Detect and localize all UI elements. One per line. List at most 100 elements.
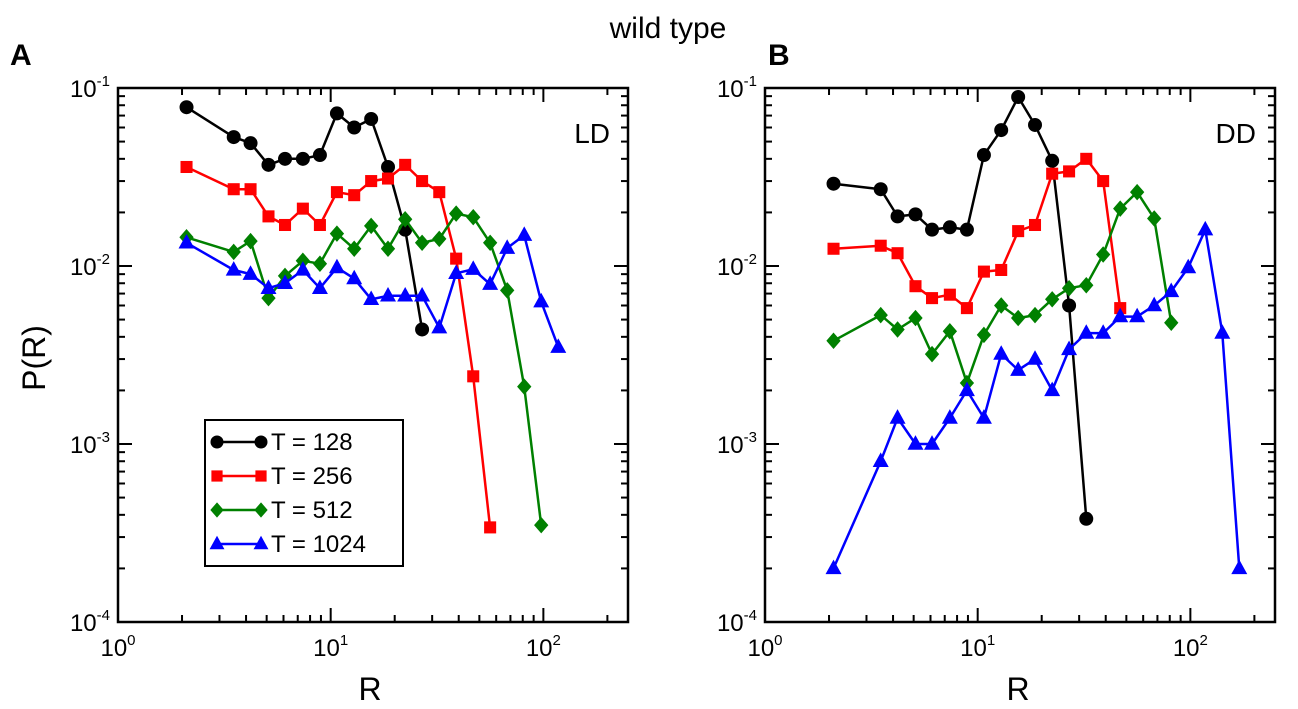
data-point (399, 158, 412, 171)
data-point (1147, 210, 1162, 227)
data-point (1045, 291, 1060, 308)
data-point (482, 275, 499, 290)
data-point (381, 159, 396, 174)
data-point (466, 208, 481, 226)
panel-a-x-axis-title: R (358, 671, 381, 707)
data-point (431, 318, 448, 334)
data-point (993, 345, 1010, 360)
data-point (1011, 90, 1026, 105)
data-point (1129, 183, 1145, 201)
figure-title: wild type (609, 12, 727, 45)
data-point (942, 220, 957, 235)
panel-b-x-tick-label: 101 (960, 632, 995, 662)
data-point (311, 279, 328, 294)
data-point (364, 217, 379, 235)
data-point (517, 378, 532, 395)
panel-b-y-tick-label: 10-2 (717, 251, 757, 281)
data-point (346, 269, 363, 285)
data-point (1163, 282, 1180, 298)
panel-a-x-tick-label: 100 (100, 632, 135, 662)
panel-a-y-tick-label: 10-3 (70, 429, 110, 459)
data-point (448, 205, 464, 222)
data-point (1164, 314, 1179, 331)
data-point (534, 516, 549, 534)
panel-a-series-4 (178, 226, 567, 353)
legend-item: T = 128 (210, 429, 353, 456)
data-point (364, 111, 379, 126)
data-point (295, 151, 310, 166)
data-point (227, 183, 240, 196)
data-point (1011, 309, 1026, 327)
data-point (244, 183, 257, 196)
data-point (1028, 218, 1042, 232)
y-axis-title: P(R) (16, 325, 52, 391)
data-point (1231, 559, 1248, 575)
data-point (1113, 200, 1128, 217)
legend: T = 128 T = 256 T = 512 T = 1024 (204, 419, 404, 567)
data-point (312, 148, 327, 163)
data-point (348, 189, 361, 202)
panel-a-y-tick-label: 10-1 (70, 73, 110, 103)
data-point (1027, 306, 1043, 324)
data-point (1027, 350, 1043, 365)
legend-label: T = 1024 (271, 531, 366, 558)
data-point (959, 222, 974, 237)
data-point (1045, 153, 1060, 168)
panel-b-frame (763, 86, 1277, 624)
legend-label: T = 128 (271, 429, 353, 456)
legend-item: T = 256 (211, 463, 353, 490)
panel-b-y-ticks (765, 87, 1275, 623)
panel-b-x-axis-title: R (1006, 671, 1029, 707)
data-point (226, 243, 241, 261)
data-point (925, 222, 940, 237)
data-point (924, 435, 941, 450)
data-point (329, 106, 344, 121)
legend-label: T = 256 (271, 463, 353, 490)
data-point (975, 409, 992, 424)
data-point (397, 286, 414, 302)
data-point (467, 370, 480, 383)
legend-item: T = 512 (210, 497, 353, 524)
data-point (380, 286, 396, 302)
data-point (179, 100, 194, 115)
data-point (958, 381, 975, 397)
data-point (1112, 307, 1129, 323)
data-point (415, 322, 430, 337)
data-point (924, 345, 940, 363)
data-point (416, 175, 429, 188)
panel-a-y-tick-label: 10-4 (70, 607, 110, 637)
data-point (1097, 175, 1110, 188)
data-point (890, 209, 905, 224)
data-point (347, 240, 362, 257)
panel-b-x-ticks (764, 88, 1256, 622)
data-point (1095, 324, 1112, 339)
data-point (482, 234, 498, 252)
panel-a-x-tick-label: 102 (526, 632, 561, 662)
data-point (994, 123, 1009, 138)
panel-a-series-1 (179, 100, 430, 337)
panel-a-series-2 (180, 158, 497, 534)
data-point (873, 182, 888, 197)
legend-marker (255, 470, 267, 482)
data-point (1012, 225, 1025, 238)
data-point (448, 264, 465, 279)
data-point (363, 290, 380, 306)
data-point (941, 409, 958, 424)
panel-a-y-tick-label: 10-2 (70, 251, 110, 281)
data-point (381, 172, 395, 185)
data-point (1046, 167, 1059, 180)
panel-a-y-ticks (118, 87, 628, 623)
data-point (243, 136, 258, 151)
data-point (330, 186, 343, 199)
data-point (226, 130, 241, 145)
data-point (827, 242, 840, 255)
data-point (261, 157, 276, 172)
data-point (432, 230, 447, 248)
data-point (889, 409, 906, 424)
panel-b-x-tick-label: 100 (747, 632, 782, 662)
series-line (833, 157, 1122, 310)
data-point (826, 176, 841, 191)
data-point (908, 309, 923, 327)
data-point (825, 559, 842, 575)
